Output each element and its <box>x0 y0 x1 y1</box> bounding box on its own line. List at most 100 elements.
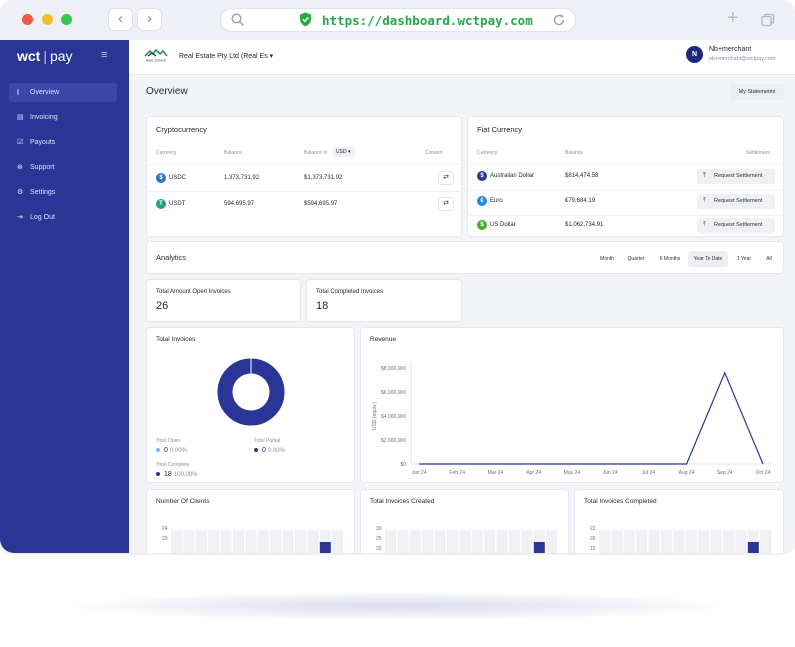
new-tab-button[interactable]: + <box>727 7 739 29</box>
bar-background <box>422 530 434 553</box>
column-header: Settlement <box>746 150 770 156</box>
chevron-down-icon: ▾ <box>269 53 274 60</box>
user-name[interactable]: Nb+merchant <box>709 46 752 53</box>
my-statements-button[interactable]: My Statements <box>730 84 784 100</box>
bar-background <box>496 530 508 553</box>
bar-background <box>233 530 244 553</box>
bar-background <box>270 530 282 553</box>
window-shadow <box>70 592 725 620</box>
request-settlement-button[interactable]: ⤒ Request Settlement <box>697 218 775 233</box>
y-tick-label: 20 <box>376 546 382 552</box>
currency-icon: € <box>477 195 487 206</box>
filter-year-to-date[interactable]: Year To Date <box>688 251 728 267</box>
user-email: nb+merchant@wctpay.com <box>709 56 776 62</box>
close-window-button[interactable] <box>22 14 33 25</box>
currency-select[interactable]: USD ▾ <box>333 147 355 157</box>
brand-logo[interactable]: wct | pay <box>17 48 73 64</box>
maximize-window-button[interactable] <box>61 14 72 25</box>
filter-quarter[interactable]: Quarter <box>627 256 645 262</box>
legend-value: 18 100.00% <box>156 471 197 478</box>
x-tick-label: Mar 24 <box>488 470 504 476</box>
y-tick-label: $0 <box>400 462 406 468</box>
filter-6-months[interactable]: 6 Months <box>659 256 681 262</box>
divider <box>468 164 785 165</box>
minimize-window-button[interactable] <box>42 14 53 25</box>
company-selector[interactable]: Real Estate Pty Ltd (Real Es ▾ <box>179 52 273 60</box>
document-icon: ▤ <box>17 114 24 121</box>
bar-highlight <box>747 542 759 553</box>
currency-icon: $ <box>477 171 487 181</box>
column-header: Currency <box>477 150 498 156</box>
legend-value: 0 0.00% <box>156 447 187 454</box>
crypto-balance: 594,695.97 <box>224 201 255 207</box>
legend-dot <box>254 448 258 453</box>
bar-background <box>208 530 220 553</box>
converted-balance: $1,373,731.92 <box>304 175 343 181</box>
bar-highlight <box>533 542 545 553</box>
revenue-line-chart: $0 $2,000,000 $4,000,000 $6,000,000 $8,000,0… <box>372 362 771 476</box>
legend-label: Total Partial <box>254 438 281 444</box>
stat-label: Total Amount Open Invoices <box>156 289 231 295</box>
top-bar: REAL ESTATE Real Estate Pty Ltd (Real Es… <box>129 40 795 75</box>
currency-name: US Dollar <box>490 222 516 228</box>
convert-button[interactable]: ⇄ <box>438 197 454 211</box>
bar-background <box>409 530 421 553</box>
bar-background <box>282 530 294 553</box>
y-tick-label: $8,000,000 <box>381 366 406 372</box>
svg-text:REAL ESTATE: REAL ESTATE <box>146 59 166 63</box>
bar-background <box>747 530 759 553</box>
sidebar-item-invoicing[interactable]: ▤ Invoicing <box>9 108 117 127</box>
upload-icon: ⤒ <box>703 173 706 179</box>
sidebar-item-overview[interactable]: ⫾ Overview <box>9 83 117 102</box>
sidebar-item-payouts[interactable]: ☑ Payouts <box>9 133 117 152</box>
y-tick-label: 20 <box>590 536 596 542</box>
sidebar-item-label: Log Out <box>30 214 55 221</box>
sidebar-item-support[interactable]: ⊛ Support <box>9 158 117 177</box>
x-tick-label: Apr 24 <box>526 470 541 476</box>
invoices-completed-card: Total Invoices Completed 22 20 15 <box>574 489 784 553</box>
request-settlement-button[interactable]: ⤒ Request Settlement <box>697 169 775 184</box>
legend-label: Total Complete <box>156 462 190 468</box>
filter-1-year[interactable]: 1 Year <box>736 256 752 262</box>
column-header: Balance <box>224 150 243 156</box>
support-icon: ⊛ <box>17 164 23 171</box>
bar-background <box>220 530 232 553</box>
bar-background <box>307 530 319 553</box>
avatar[interactable]: N <box>686 46 703 63</box>
sidebar: wct | pay ≡ ⫾ Overview ▤ Invoicing ☑ Payouts ⊛ Su… <box>0 40 129 553</box>
forward-button[interactable]: › <box>137 8 162 31</box>
back-button[interactable]: ‹ <box>108 8 133 31</box>
bar-background <box>685 530 697 553</box>
selected-currency: USD <box>336 149 347 155</box>
card-title: Total Invoices Created <box>370 498 435 505</box>
sidebar-item-log-out[interactable]: ⇥ Log Out <box>9 208 117 227</box>
tabs-overview-icon[interactable] <box>761 13 775 27</box>
x-tick-label: Feb 24 <box>449 470 465 476</box>
convert-button[interactable]: ⇄ <box>438 171 454 185</box>
page-title: Overview <box>146 86 188 97</box>
button-label: Request Settlement <box>714 197 763 204</box>
address-bar[interactable]: https://dashboard.wctpay.com <box>220 8 576 32</box>
divider <box>147 191 463 192</box>
card-title: Analytics <box>156 253 187 262</box>
bar-background <box>546 530 558 553</box>
bar-background <box>673 530 685 553</box>
card-title: Total Invoices <box>156 336 196 343</box>
menu-toggle-icon[interactable]: ≡ <box>101 49 108 61</box>
x-tick-label: Oct 24 <box>756 470 771 476</box>
bar-background <box>183 530 195 553</box>
button-label: Request Settlement <box>714 173 763 179</box>
reload-icon[interactable] <box>552 13 566 27</box>
x-tick-label: Aug 24 <box>679 470 695 476</box>
filter-month[interactable]: Month <box>600 256 614 262</box>
filter-all[interactable]: All <box>766 256 772 262</box>
x-tick-label: Jun 24 <box>603 470 618 476</box>
bar-background <box>245 530 257 553</box>
company-name: Real Estate Pty Ltd (Real Es <box>179 53 268 60</box>
stat-value: 18 <box>316 300 329 312</box>
currency-symbol: USDC <box>169 175 187 181</box>
sidebar-item-settings[interactable]: ⚙ Settings <box>9 183 117 202</box>
request-settlement-button[interactable]: ⤒ Request Settlement <box>697 193 775 209</box>
bar-background <box>257 530 269 553</box>
upload-icon: ⤒ <box>703 222 706 228</box>
